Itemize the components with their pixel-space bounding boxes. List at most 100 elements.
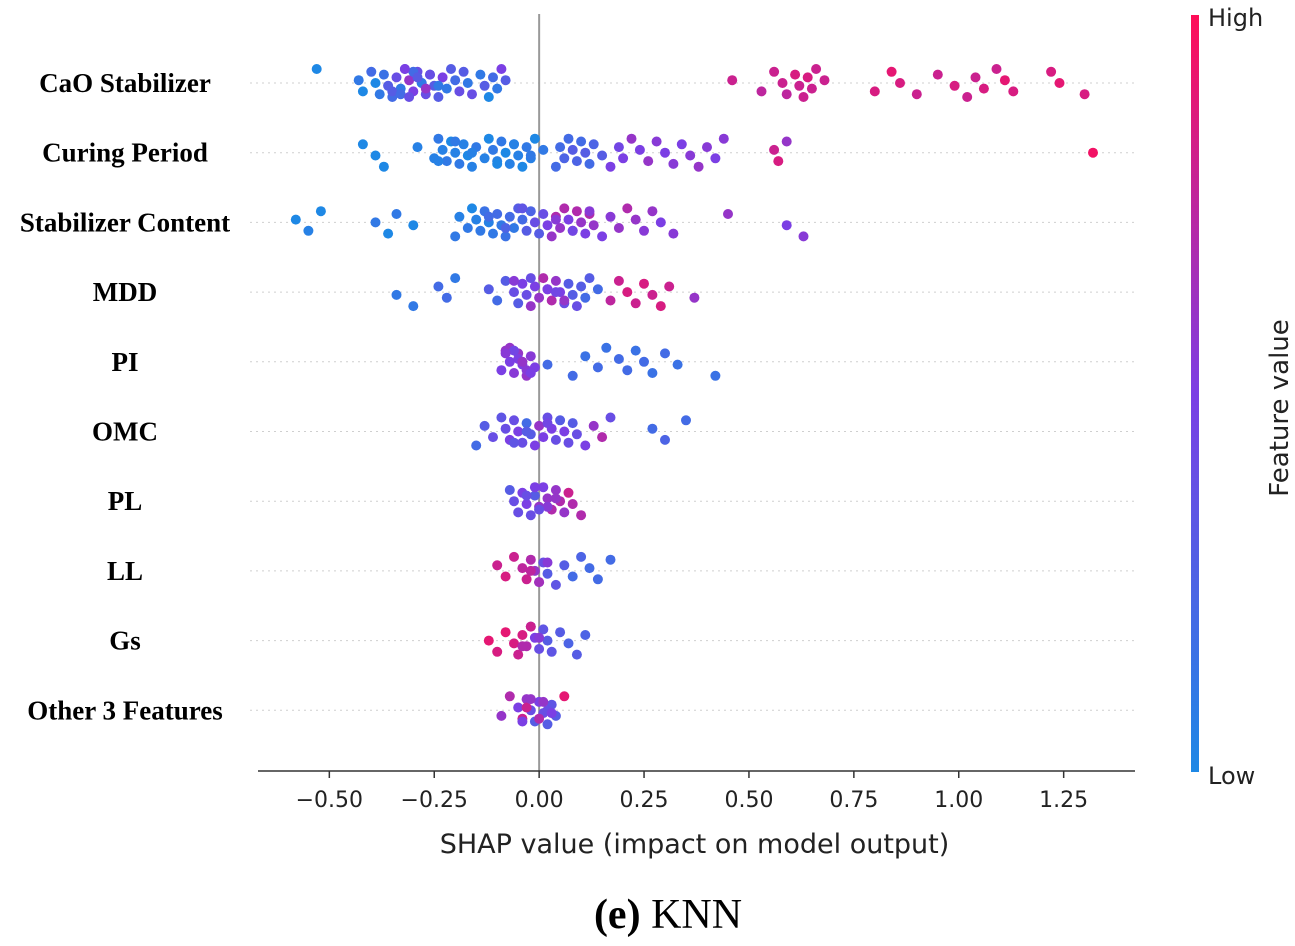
shap-point bbox=[630, 214, 641, 225]
shap-point bbox=[622, 287, 633, 298]
shap-point bbox=[529, 133, 540, 144]
shap-point bbox=[525, 351, 536, 362]
shap-point bbox=[563, 638, 574, 649]
shap-point bbox=[370, 78, 381, 88]
shap-point bbox=[399, 64, 410, 74]
x-axis-ticks: −0.50 −0.25 0.00 0.25 0.50 0.75 1.00 1.25 bbox=[296, 771, 1088, 813]
shap-point bbox=[433, 156, 444, 167]
shap-point bbox=[538, 273, 549, 284]
shap-point bbox=[773, 156, 784, 167]
shap-point bbox=[500, 147, 511, 158]
shap-point bbox=[450, 231, 461, 242]
shap-point bbox=[450, 147, 461, 158]
shap-point bbox=[542, 359, 553, 370]
shap-point bbox=[374, 89, 385, 100]
shap-point bbox=[521, 702, 532, 713]
shap-point bbox=[404, 75, 415, 86]
shap-point bbox=[580, 630, 591, 640]
shap-point bbox=[467, 203, 477, 214]
shap-point bbox=[475, 225, 486, 236]
shap-point bbox=[559, 426, 570, 437]
shap-point bbox=[584, 158, 595, 169]
shap-point bbox=[529, 281, 540, 292]
shap-point bbox=[660, 147, 670, 158]
shap-point bbox=[538, 696, 549, 707]
shap-point bbox=[412, 142, 423, 153]
shap-point bbox=[932, 69, 943, 80]
shap-point bbox=[592, 362, 603, 373]
shap-point bbox=[538, 624, 549, 635]
shap-point bbox=[660, 348, 670, 359]
shap-point bbox=[509, 368, 519, 378]
shap-point bbox=[626, 133, 637, 144]
shap-points bbox=[290, 64, 1098, 730]
shap-point bbox=[794, 80, 805, 91]
shap-point bbox=[391, 209, 402, 219]
shap-point bbox=[492, 83, 503, 94]
shap-point bbox=[622, 365, 633, 376]
shap-point bbox=[513, 649, 524, 660]
shap-point bbox=[605, 412, 616, 423]
shap-point bbox=[509, 287, 519, 298]
shap-point bbox=[529, 440, 540, 451]
shap-point bbox=[702, 142, 712, 153]
shap-point bbox=[555, 627, 566, 638]
shap-point bbox=[550, 161, 561, 172]
shap-point bbox=[517, 563, 528, 574]
shap-point bbox=[521, 574, 532, 585]
shap-point bbox=[370, 217, 381, 228]
shap-point bbox=[454, 86, 465, 97]
shap-point bbox=[488, 432, 498, 443]
shap-point bbox=[550, 275, 561, 286]
shap-point bbox=[571, 649, 582, 660]
shap-point bbox=[563, 133, 574, 144]
shap-point bbox=[525, 150, 536, 161]
shap-point bbox=[517, 356, 528, 367]
x-tick-label: 0.75 bbox=[829, 788, 878, 813]
shap-point bbox=[571, 429, 582, 440]
shap-point bbox=[534, 504, 545, 515]
shap-point bbox=[483, 92, 494, 102]
shap-point bbox=[613, 354, 624, 364]
feature-label: CaO Stabilizer bbox=[39, 68, 211, 98]
shap-point bbox=[655, 301, 666, 312]
shap-point bbox=[441, 156, 452, 167]
shap-point bbox=[567, 370, 578, 381]
feature-label: PL bbox=[108, 486, 143, 516]
figure-caption: (e) KNN bbox=[594, 892, 742, 938]
shap-point bbox=[559, 560, 570, 571]
shap-point bbox=[534, 292, 545, 303]
shap-point bbox=[378, 69, 389, 80]
shap-point bbox=[550, 493, 561, 504]
shap-point bbox=[504, 485, 515, 495]
shap-point bbox=[517, 641, 528, 652]
shap-point bbox=[559, 691, 570, 702]
shap-point bbox=[576, 510, 587, 521]
shap-point bbox=[781, 89, 792, 100]
shap-point bbox=[357, 86, 368, 97]
shap-point bbox=[546, 646, 557, 657]
shap-point bbox=[869, 86, 880, 97]
shap-point bbox=[509, 638, 519, 649]
shap-point bbox=[886, 66, 897, 77]
shap-point bbox=[462, 78, 473, 88]
shap-point bbox=[525, 554, 536, 565]
shap-point bbox=[798, 231, 809, 242]
shap-point bbox=[492, 560, 503, 571]
shap-point bbox=[290, 214, 301, 225]
shap-point bbox=[668, 228, 679, 239]
shap-point bbox=[790, 69, 801, 80]
shap-point bbox=[605, 554, 616, 565]
shap-point bbox=[458, 66, 469, 77]
shap-point bbox=[970, 72, 981, 83]
shap-point bbox=[584, 273, 595, 284]
shap-point bbox=[437, 72, 448, 83]
shap-point bbox=[534, 632, 545, 643]
shap-point bbox=[509, 415, 519, 426]
shap-point bbox=[639, 278, 649, 289]
shap-point bbox=[769, 66, 780, 77]
shap-point bbox=[357, 139, 368, 150]
shap-point bbox=[483, 211, 494, 222]
shap-point bbox=[509, 437, 519, 448]
shap-point bbox=[538, 209, 549, 219]
